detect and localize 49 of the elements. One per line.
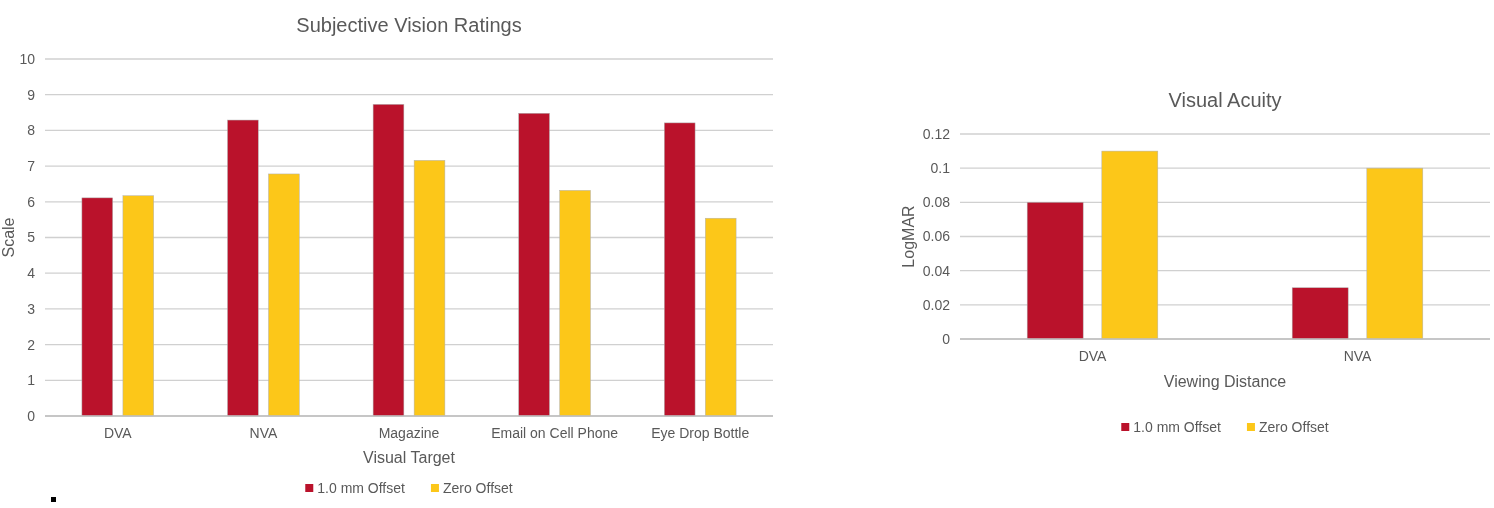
y-tick-label: 0.06 bbox=[922, 228, 951, 245]
legend-label: Zero Offset bbox=[442, 480, 513, 496]
y-tick-label: 5 bbox=[27, 229, 36, 246]
bar bbox=[268, 173, 300, 417]
y-axis-title: Scale bbox=[0, 217, 17, 258]
x-axis-title: Visual Target bbox=[363, 449, 456, 466]
bar bbox=[1026, 202, 1084, 340]
legend-label: Zero Offset bbox=[1258, 419, 1329, 435]
y-tick-label: 0.04 bbox=[922, 262, 951, 279]
bar bbox=[1366, 167, 1424, 340]
bar bbox=[664, 122, 696, 417]
x-tick-label: Magazine bbox=[378, 424, 440, 441]
y-tick-label: 0 bbox=[27, 407, 36, 424]
bar bbox=[413, 160, 446, 417]
x-tick-label: DVA bbox=[1078, 347, 1108, 364]
bar bbox=[122, 195, 154, 417]
y-tick-label: 0 bbox=[942, 330, 951, 347]
y-tick-label: 0.08 bbox=[922, 194, 951, 211]
bar bbox=[81, 197, 113, 417]
y-tick-label: 1 bbox=[27, 372, 36, 389]
y-tick-label: 8 bbox=[27, 122, 36, 139]
y-axis-title: LogMAR bbox=[900, 205, 917, 268]
y-tick-label: 2 bbox=[27, 336, 36, 353]
x-tick-label: DVA bbox=[103, 424, 133, 441]
y-tick-label: 0.12 bbox=[922, 125, 951, 142]
chart-title: Visual Acuity bbox=[1168, 89, 1282, 111]
bar bbox=[518, 113, 550, 417]
bar bbox=[559, 190, 591, 417]
x-tick-label: NVA bbox=[1343, 347, 1373, 364]
y-tick-label: 4 bbox=[27, 265, 36, 282]
y-tick-label: 3 bbox=[27, 300, 36, 317]
x-axis-title: Viewing Distance bbox=[1163, 373, 1287, 390]
y-tick-label: 0.02 bbox=[922, 296, 951, 313]
bar bbox=[1291, 287, 1349, 340]
legend-label: 1.0 mm Offset bbox=[1133, 419, 1222, 435]
bar bbox=[372, 104, 405, 417]
y-tick-label: 10 bbox=[19, 50, 36, 67]
x-tick-label: NVA bbox=[249, 424, 278, 441]
x-tick-label: Eye Drop Bottle bbox=[651, 424, 750, 441]
chart-title: Subjective Vision Ratings bbox=[296, 14, 522, 36]
legend-label: 1.0 mm Offset bbox=[317, 480, 406, 496]
y-tick-label: 0.1 bbox=[930, 160, 951, 177]
y-tick-label: 6 bbox=[27, 193, 36, 210]
bar bbox=[1101, 150, 1159, 340]
y-tick-label: 7 bbox=[27, 158, 36, 175]
y-tick-label: 9 bbox=[27, 86, 36, 103]
bar bbox=[227, 119, 259, 417]
x-tick-label: Email on Cell Phone bbox=[491, 424, 619, 441]
bar bbox=[705, 217, 737, 417]
